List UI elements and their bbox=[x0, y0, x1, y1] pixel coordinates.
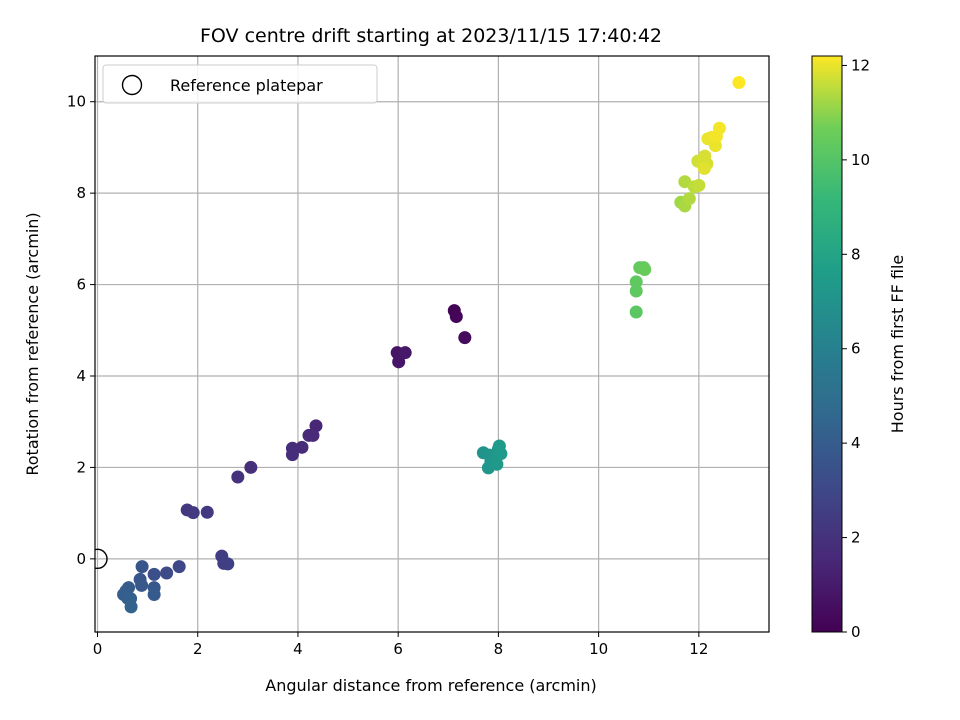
data-point bbox=[160, 566, 174, 580]
plot-frame bbox=[94, 55, 770, 633]
y-axis-label: Rotation from reference (arcmin) bbox=[23, 212, 42, 475]
legend: Reference platepar bbox=[102, 64, 378, 104]
colorbar: 0 2 4 6 8 10 12 Hours from first FF file bbox=[811, 55, 907, 641]
data-point bbox=[458, 331, 472, 345]
data-point bbox=[200, 505, 214, 519]
data-point bbox=[135, 560, 149, 574]
colorbar-tick-label: 0 bbox=[851, 623, 861, 641]
y-tick-label: 10 bbox=[67, 93, 86, 111]
data-point bbox=[124, 600, 138, 614]
data-point bbox=[682, 192, 696, 206]
legend-entry-reference: Reference platepar bbox=[170, 76, 323, 95]
data-point bbox=[449, 310, 463, 324]
data-point bbox=[629, 275, 643, 289]
data-point bbox=[490, 457, 504, 471]
x-tick-label: 10 bbox=[589, 640, 608, 658]
data-point bbox=[221, 557, 235, 571]
reference-point-layer bbox=[95, 548, 108, 570]
data-point bbox=[186, 506, 200, 520]
colorbar-tick-label: 12 bbox=[851, 56, 870, 74]
y-tick-label: 6 bbox=[76, 276, 86, 294]
data-point bbox=[712, 121, 726, 135]
data-point bbox=[295, 440, 309, 454]
y-tick-label: 4 bbox=[76, 367, 86, 385]
data-point bbox=[285, 448, 299, 462]
x-tick-label: 0 bbox=[93, 640, 103, 658]
y-tick-label: 0 bbox=[76, 550, 86, 568]
data-point bbox=[398, 346, 412, 360]
y-axis-ticks: 0 2 4 6 8 10 bbox=[67, 93, 95, 568]
y-tick-label: 2 bbox=[76, 458, 86, 476]
y-tick-label: 8 bbox=[76, 184, 86, 202]
x-tick-label: 12 bbox=[689, 640, 708, 658]
data-point bbox=[629, 284, 643, 298]
reference-platepar-marker bbox=[95, 548, 108, 570]
x-axis-ticks: 0 2 4 6 8 10 12 bbox=[93, 632, 708, 658]
colorbar-gradient bbox=[811, 55, 843, 633]
colorbar-label: Hours from first FF file bbox=[888, 255, 907, 434]
colorbar-tick-label: 10 bbox=[851, 151, 870, 169]
colorbar-tick-label: 2 bbox=[851, 529, 861, 547]
data-point bbox=[629, 305, 643, 319]
x-tick-label: 8 bbox=[494, 640, 504, 658]
x-tick-label: 6 bbox=[393, 640, 403, 658]
x-axis-label: Angular distance from reference (arcmin) bbox=[265, 676, 596, 695]
colorbar-ticks: 0 2 4 6 8 10 12 bbox=[842, 56, 870, 641]
data-point bbox=[732, 76, 746, 90]
data-point bbox=[244, 460, 258, 474]
legend-box bbox=[102, 64, 378, 104]
data-point bbox=[135, 578, 149, 592]
data-point bbox=[147, 588, 161, 602]
data-point bbox=[172, 560, 186, 574]
chart-title: FOV centre drift starting at 2023/11/15 … bbox=[200, 25, 662, 47]
data-point bbox=[638, 262, 652, 276]
colorbar-tick-label: 8 bbox=[851, 245, 861, 263]
x-tick-label: 2 bbox=[193, 640, 203, 658]
data-point bbox=[306, 428, 320, 442]
colorbar-tick-label: 4 bbox=[851, 434, 861, 452]
data-points bbox=[117, 76, 746, 614]
data-point bbox=[678, 175, 692, 189]
colorbar-tick-label: 6 bbox=[851, 340, 861, 358]
legend-marker-reference bbox=[121, 74, 143, 96]
data-point bbox=[147, 567, 161, 581]
data-point bbox=[231, 470, 245, 484]
x-tick-label: 4 bbox=[293, 640, 303, 658]
data-point bbox=[697, 161, 711, 175]
data-point bbox=[392, 355, 406, 369]
data-point bbox=[494, 447, 508, 461]
grid bbox=[95, 56, 769, 632]
data-point bbox=[692, 178, 706, 192]
plot-area: 0 2 4 6 8 10 12 0 2 4 6 8 10 Reference platepar bbox=[67, 55, 770, 658]
